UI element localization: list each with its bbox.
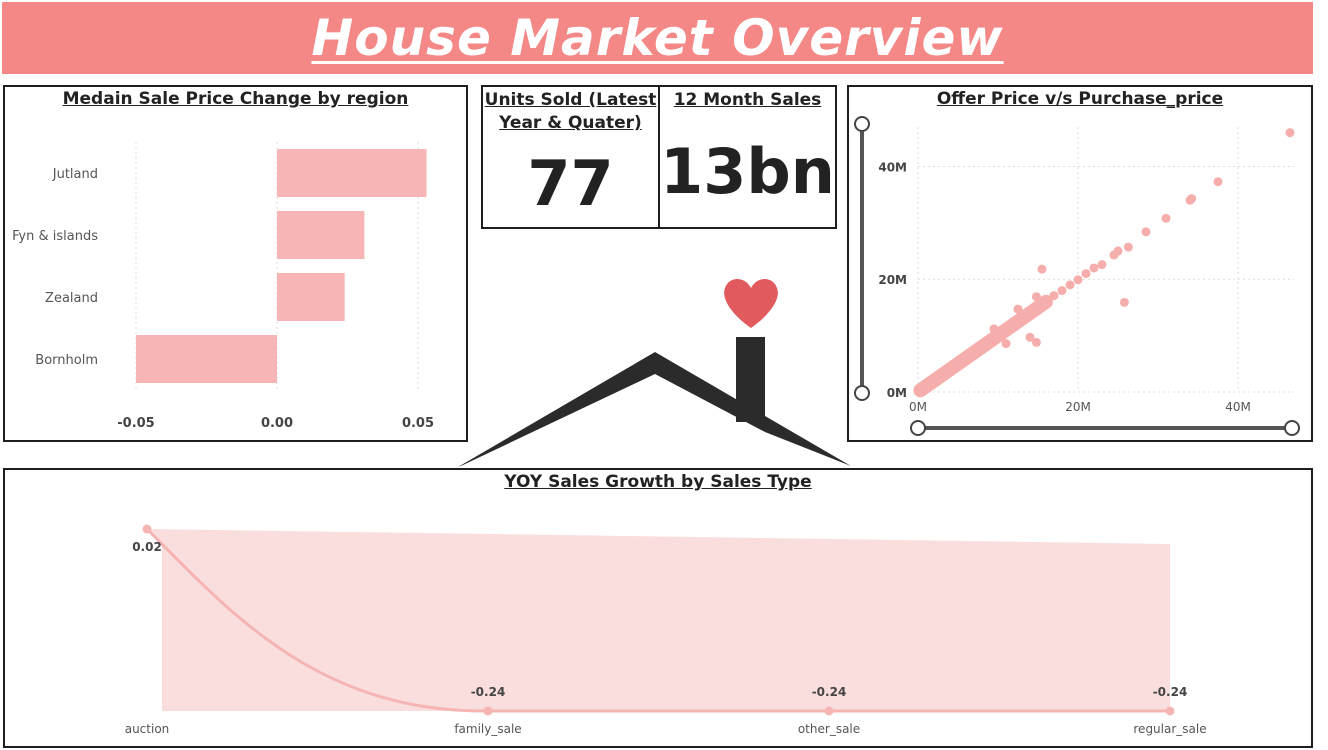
twelve-month-sales-value: 13bn [660, 135, 835, 208]
units-sold-value: 77 [527, 147, 614, 220]
bar-jutland [277, 149, 427, 197]
scatter-point [1017, 314, 1027, 324]
scatter-point [993, 331, 1003, 341]
scatter-point [1285, 128, 1295, 138]
scatter-chart-title: Offer Price v/s Purchase_price [936, 89, 1224, 109]
x-zoom-handle-left [910, 420, 926, 436]
x-tick-label: auction [125, 722, 170, 736]
yoy-area-chart: 0.02 auction -0.24 family_sale -0.24 other_sa… [125, 524, 1207, 736]
scatter-point [985, 336, 995, 346]
region-chart-title: Medain Sale Price Change by region [62, 89, 409, 109]
yoy-chart-panel[interactable]: YOY Sales Growth by Sales Type 0.02 aucti… [3, 468, 1313, 748]
scatter-point [961, 353, 971, 363]
scatter-point [1025, 308, 1035, 318]
region-chart-panel[interactable]: Medain Sale Price Change by region -0.05… [3, 85, 468, 442]
data-point-other_sale [824, 706, 834, 716]
units-sold-title: Units Sold (Latest Year & Quater) [484, 90, 657, 133]
x-tick-label: 20M [1065, 400, 1091, 414]
scatter-point [1065, 280, 1075, 290]
bar-zealand [277, 273, 345, 321]
scatter-point [1025, 332, 1035, 342]
scatter-point [1009, 319, 1019, 329]
data-point-family_sale [483, 706, 493, 716]
scatter-point [1049, 291, 1059, 301]
category-label: Jutland [52, 167, 98, 182]
scatter-point [945, 364, 955, 374]
scatter-point [1057, 286, 1067, 296]
scatter-point [1031, 337, 1041, 347]
x-tick-label: -0.05 [117, 416, 154, 431]
x-tick-label: 0M [909, 400, 927, 414]
x-tick-label: family_sale [454, 722, 521, 736]
scatter-point [1097, 260, 1107, 270]
x-tick-label: 0.00 [261, 416, 293, 431]
scatter-point [953, 359, 963, 369]
scatter-point [1001, 325, 1011, 335]
scatter-point [1141, 227, 1151, 237]
scatter-point [1073, 275, 1083, 285]
bar-bornholm [136, 335, 277, 383]
scatter-point [1001, 339, 1011, 349]
y-zoom-handle-top [854, 116, 870, 132]
data-label: 0.02 [132, 540, 162, 554]
y-zoom-handle-bottom [854, 385, 870, 401]
roof [458, 352, 851, 467]
x-zoom-handle-right [1284, 420, 1300, 436]
data-point-regular_sale [1165, 706, 1175, 716]
scatter-point [1013, 304, 1023, 314]
scatter-point [1123, 242, 1133, 252]
scatter-point [969, 348, 979, 358]
scatter-chart-panel[interactable]: Offer Price v/s Purchase_price 0M 0M 20M 20… [847, 85, 1313, 442]
scatter-point [1185, 195, 1195, 205]
scatter-point [1041, 296, 1051, 306]
x-tick-label: 40M [1225, 400, 1251, 414]
heart-icon [724, 279, 778, 328]
series-line [145, 527, 1170, 713]
data-label: -0.24 [471, 685, 506, 699]
x-tick-label: 0.05 [402, 416, 434, 431]
yoy-chart-title: YOY Sales Growth by Sales Type [504, 472, 812, 492]
house-roof-icon [458, 279, 851, 467]
twelve-month-sales-card[interactable]: 12 Month Sales 13bn [658, 85, 837, 229]
scatter-point [1119, 297, 1129, 307]
scatter-point [1037, 264, 1047, 274]
area-fill-block [162, 544, 1170, 711]
page-title: House Market Overview [311, 9, 1004, 67]
scatter-point [1033, 302, 1043, 312]
scatter-point [1161, 213, 1171, 223]
bar-fyn-islands [277, 211, 365, 259]
twelve-month-sales-title: 12 Month Sales [673, 90, 822, 110]
x-tick-label: other_sale [798, 722, 860, 736]
scatter-point [1081, 269, 1091, 279]
scatter-point [1213, 177, 1223, 187]
scatter-point [921, 381, 931, 391]
units-sold-card[interactable]: Units Sold (Latest Year & Quater) 77 [481, 85, 660, 229]
y-tick-label: 40M [878, 160, 907, 174]
scatter-point [1089, 263, 1099, 273]
y-tick-label: 0M [887, 386, 907, 400]
header-banner: House Market Overview [2, 2, 1313, 74]
category-label: Zealand [45, 291, 98, 306]
category-label: Bornholm [35, 353, 98, 368]
scatter-point [937, 370, 947, 380]
data-label: -0.24 [812, 685, 847, 699]
y-tick-label: 20M [878, 273, 907, 287]
region-bar-chart: -0.05 0.00 0.05 Jutland Fyn & islands Zealand… [12, 142, 434, 431]
scatter-point [1109, 250, 1119, 260]
data-label: -0.24 [1153, 685, 1188, 699]
scatter-point [929, 376, 939, 386]
scatter-point [989, 324, 999, 334]
scatter-point [1031, 292, 1041, 302]
scatter-point [977, 342, 987, 352]
x-tick-label: regular_sale [1133, 722, 1206, 736]
category-label: Fyn & islands [12, 229, 98, 244]
data-point-auction [142, 524, 152, 534]
